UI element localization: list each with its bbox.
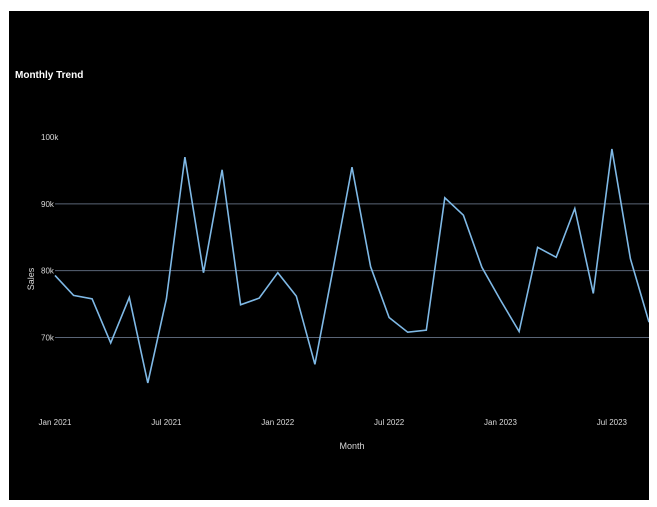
y-axis-title: Sales: [26, 267, 36, 290]
chart-title: Monthly Trend: [15, 70, 83, 81]
x-tick-label: Jan 2023: [484, 418, 517, 427]
x-tick-label: Jul 2021: [151, 418, 182, 427]
series-line: [54, 148, 649, 384]
y-axis-ticks: 70k 80k 90k 100k: [41, 133, 59, 343]
chart-panel: Monthly Trend 70k 80k 90k 100k Jan 2021 Jul …: [9, 11, 649, 500]
x-axis-title: Month: [339, 441, 364, 451]
x-tick-label: Jul 2022: [374, 418, 405, 427]
line-chart: Monthly Trend 70k 80k 90k 100k Jan 2021 Jul …: [15, 70, 649, 451]
grid-lines: [55, 203, 649, 339]
x-tick-label: Jul 2023: [597, 418, 628, 427]
series-layer: [54, 148, 649, 384]
y-tick-label: 70k: [41, 334, 55, 343]
x-axis-ticks: Jan 2021 Jul 2021 Jan 2022 Jul 2022 Jan 2023…: [39, 418, 628, 427]
y-tick-label: 100k: [41, 133, 59, 142]
y-tick-label: 80k: [41, 267, 55, 276]
x-tick-label: Jan 2021: [39, 418, 72, 427]
x-tick-label: Jan 2022: [261, 418, 294, 427]
y-tick-label: 90k: [41, 200, 55, 209]
